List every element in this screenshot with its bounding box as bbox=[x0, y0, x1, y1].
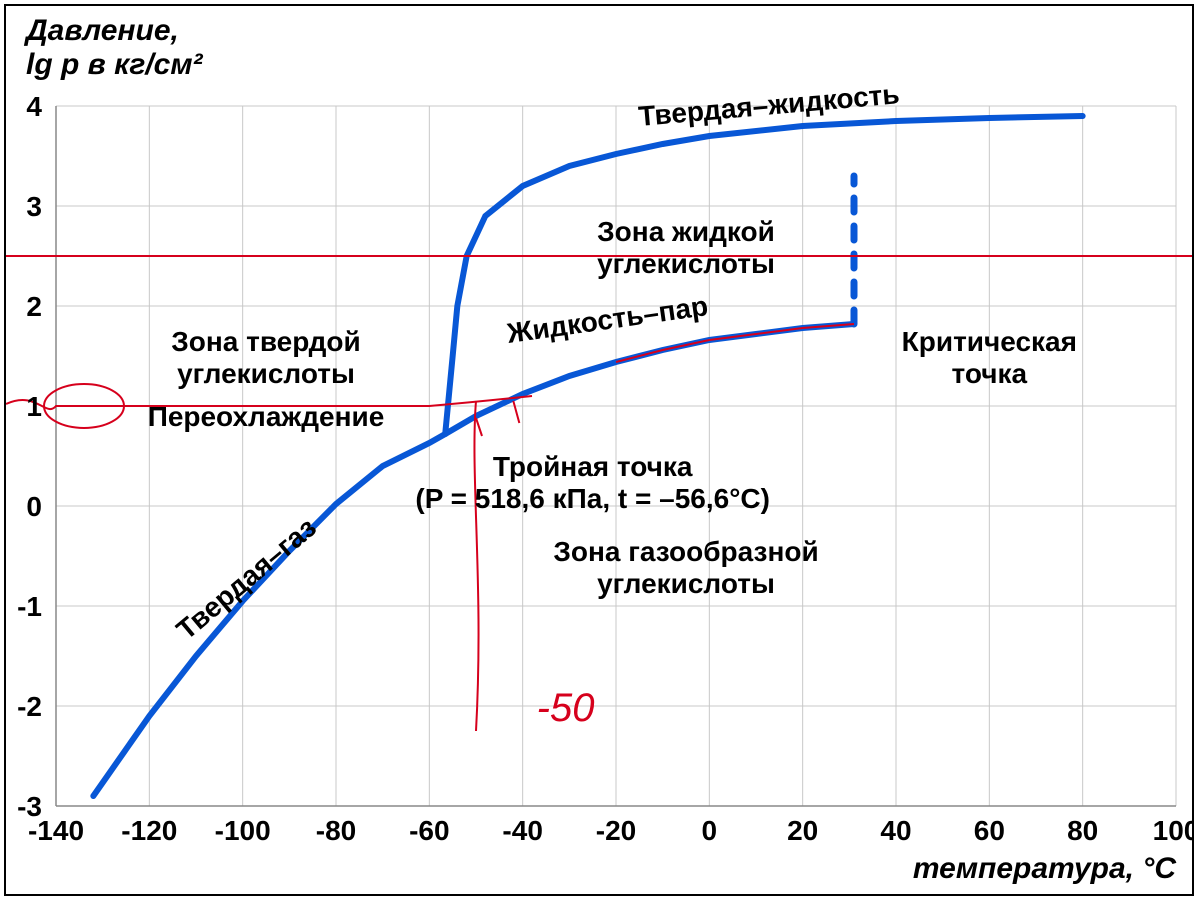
y-axis-title-line1: Давление, bbox=[23, 14, 179, 47]
phase-diagram-svg: -3-2-101234 -140-120-100-80-60-40-200204… bbox=[6, 6, 1192, 894]
x-axis-title: температура, °C bbox=[913, 852, 1177, 885]
y-tick-label: 0 bbox=[26, 491, 42, 522]
x-tick-label: 100 bbox=[1153, 815, 1192, 846]
minus-50-handwritten: -50 bbox=[537, 686, 595, 730]
y-tick-labels: -3-2-101234 bbox=[17, 91, 42, 822]
liquid-vapor-curve bbox=[445, 324, 854, 434]
x-tick-label: 60 bbox=[974, 815, 1005, 846]
supercooling-label: Переохлаждение bbox=[148, 401, 385, 432]
solid-gas-curve bbox=[93, 434, 445, 796]
y-tick-label: 3 bbox=[26, 191, 42, 222]
liquid-zone-label-2: углекислоты bbox=[597, 248, 775, 279]
solid-zone-label-1: Зона твердой bbox=[171, 326, 361, 357]
gas-zone-label-2: углекислоты bbox=[597, 568, 775, 599]
x-tick-label: -120 bbox=[121, 815, 177, 846]
x-tick-label: 0 bbox=[702, 815, 718, 846]
triple-point-label-1: Тройная точка bbox=[493, 451, 693, 482]
x-tick-label: -140 bbox=[28, 815, 84, 846]
triple-point-label-2: (P = 518,6 кПа, t = –56,6°C) bbox=[415, 483, 770, 514]
y-tick-label: -1 bbox=[17, 591, 42, 622]
x-tick-label: 80 bbox=[1067, 815, 1098, 846]
y-tick-label: 1 bbox=[26, 391, 42, 422]
solid-gas-label: Твердая–газ bbox=[171, 512, 322, 646]
y-tick-label: -2 bbox=[17, 691, 42, 722]
x-tick-label: -60 bbox=[409, 815, 449, 846]
critical-point-label-1: Критическая bbox=[902, 326, 1077, 357]
liquid-vapor-label: Жидкость–пар bbox=[504, 290, 710, 349]
x-tick-label: 20 bbox=[787, 815, 818, 846]
x-tick-label: -40 bbox=[502, 815, 542, 846]
x-tick-label: -80 bbox=[316, 815, 356, 846]
solid-zone-label-2: углекислоты bbox=[177, 358, 355, 389]
critical-point-label-2: точка bbox=[952, 358, 1028, 389]
gas-zone-label-1: Зона газообразной bbox=[553, 536, 818, 567]
x-tick-label: 40 bbox=[880, 815, 911, 846]
y-tick-label: 2 bbox=[26, 291, 42, 322]
liquid-zone-label-1: Зона жидкой bbox=[597, 216, 775, 247]
outer-frame: -3-2-101234 -140-120-100-80-60-40-200204… bbox=[4, 4, 1194, 896]
y-tick-label: 4 bbox=[26, 91, 42, 122]
x-tick-label: -20 bbox=[596, 815, 636, 846]
x-tick-label: -100 bbox=[215, 815, 271, 846]
y-axis-title-line2: lg p в кг/см² bbox=[26, 48, 204, 81]
red-vline-50 bbox=[474, 401, 478, 731]
x-tick-labels: -140 -120 -100 -80 -60 -40 -20 0 20 40 60 80 100 bbox=[28, 815, 1192, 846]
